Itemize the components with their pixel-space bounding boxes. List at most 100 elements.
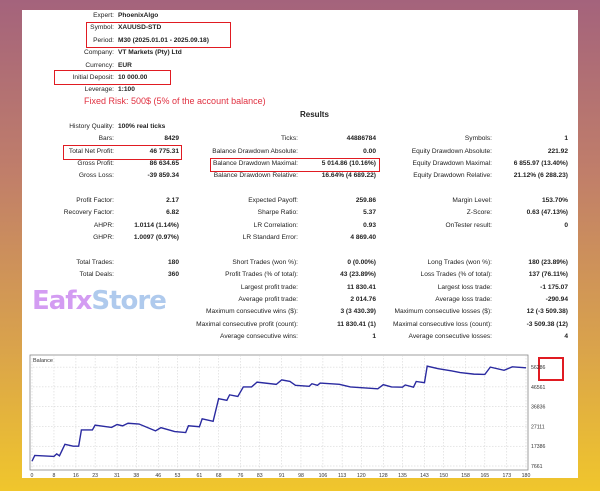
header-value: VT Markets (Pty) Ltd <box>118 49 182 57</box>
highlight-top-balance-tick <box>538 357 564 381</box>
x-tick-label: 38 <box>133 473 139 479</box>
result-label: Z-Score: <box>466 209 492 217</box>
x-tick-label: 135 <box>398 473 407 479</box>
result-value: -1 175.07 <box>540 283 568 291</box>
result-label: LR Correlation: <box>253 221 298 229</box>
header-value: EUR <box>118 61 132 69</box>
result-label: Maximum consecutive losses ($): <box>394 308 492 316</box>
result-label: AHPR: <box>93 221 114 229</box>
x-tick-label: 83 <box>257 473 263 479</box>
result-value: 1 <box>564 135 568 143</box>
result-value: 6 855.97 (13.40%) <box>513 160 568 168</box>
result-value: 12 (-3 509.38) <box>526 308 568 316</box>
result-value: -39 859.34 <box>147 172 179 180</box>
result-label: Profit Trades (% of total): <box>225 271 298 279</box>
highlight-total-net-profit <box>63 145 182 160</box>
result-value: 180 <box>167 258 179 266</box>
y-tick-label: 46561 <box>531 385 546 391</box>
header-value: XAUUSD-STD <box>118 24 162 32</box>
result-label: History Quality: <box>69 123 114 130</box>
result-label: Recovery Factor: <box>63 209 114 217</box>
result-value: 1 <box>372 332 376 340</box>
x-tick-label: 150 <box>439 473 448 479</box>
result-label: Largest loss trade: <box>437 283 492 291</box>
result-value: 4 869.40 <box>350 234 376 242</box>
y-tick-label: 27111 <box>531 424 545 430</box>
result-value: 4 <box>564 332 568 340</box>
highlight-balance-drawdown-maximal <box>210 158 380 172</box>
result-label: Average loss trade: <box>435 295 492 303</box>
result-label: Gross Profit: <box>77 160 114 168</box>
result-label: Largest profit trade: <box>240 283 298 291</box>
x-tick-label: 16 <box>73 473 79 479</box>
x-tick-label: 143 <box>420 473 429 479</box>
header-value: 10 000.00 <box>118 74 148 81</box>
result-value: 2 014.76 <box>350 295 376 303</box>
header-label: Initial Deposit: <box>72 74 114 81</box>
result-value: 5.37 <box>363 209 376 217</box>
result-value: 86 634.65 <box>149 160 179 168</box>
result-value: 0.00 <box>363 147 376 155</box>
x-tick-label: 31 <box>114 473 120 479</box>
balance-line <box>31 365 527 462</box>
x-tick-label: 128 <box>379 473 388 479</box>
result-label: Sharpe Ratio: <box>257 209 298 217</box>
y-tick-label: 7661 <box>531 464 543 470</box>
x-tick-label: 158 <box>461 473 470 479</box>
result-value: 46 775.31 <box>149 147 179 155</box>
result-value: 11 830.41 (1) <box>337 320 376 328</box>
y-tick-label: 36836 <box>531 405 546 411</box>
header-label: Symbol: <box>90 24 114 32</box>
result-value: 153.70% <box>541 197 568 205</box>
result-value: 16.64% (4 689.22) <box>321 172 376 180</box>
result-label: Equity Drawdown Relative: <box>413 172 492 180</box>
result-value: 43 (23.89%) <box>340 271 376 279</box>
header-label: Company: <box>83 49 114 57</box>
result-label: LR Standard Error: <box>242 234 298 242</box>
result-label: Balance Drawdown Relative: <box>213 172 298 180</box>
result-label: Average consecutive losses: <box>408 332 492 340</box>
result-value: 11 830.41 <box>347 283 376 291</box>
x-tick-label: 165 <box>481 473 490 479</box>
result-label: Total Trades: <box>76 258 114 266</box>
result-label: Symbols: <box>464 135 492 143</box>
result-value: 8429 <box>164 135 179 143</box>
x-tick-label: 76 <box>238 473 244 479</box>
risk-note: Fixed Risk: 500$ (5% of the account bala… <box>84 96 266 106</box>
result-label: Equity Drawdown Absolute: <box>411 147 492 155</box>
result-value: 259.86 <box>355 197 376 205</box>
y-tick-label: 17386 <box>531 444 546 450</box>
result-value: 44886784 <box>346 135 376 143</box>
result-value: 0 (0.00%) <box>347 258 376 266</box>
header-value: 1:100 <box>118 86 135 94</box>
highlight-symbol-period <box>86 22 231 48</box>
result-value: 0.93 <box>363 221 376 229</box>
result-label: Total Net Profit: <box>68 147 114 155</box>
result-label: Balance Drawdown Absolute: <box>212 147 298 155</box>
result-label: Ticks: <box>281 135 298 143</box>
header-label: Leverage: <box>84 86 114 94</box>
result-value: 2.17 <box>166 197 179 205</box>
x-tick-label: 120 <box>357 473 366 479</box>
result-value: 221.92 <box>547 147 568 155</box>
highlight-initial-deposit <box>54 70 171 85</box>
watermark-text-b: Store <box>91 286 166 316</box>
result-value: -290.94 <box>545 295 568 303</box>
result-label: Bars: <box>98 135 114 143</box>
result-label: Balance Drawdown Maximal: <box>212 160 298 168</box>
x-tick-label: 23 <box>92 473 98 479</box>
result-label: Profit Factor: <box>76 197 114 205</box>
chart-title: Balance <box>33 358 53 364</box>
result-label: Average profit trade: <box>238 295 298 303</box>
result-value: 137 (76.11%) <box>528 271 568 279</box>
y-tick-label: 56286 <box>531 365 546 371</box>
x-tick-label: 0 <box>31 473 34 479</box>
result-label: Gross Loss: <box>78 172 114 180</box>
result-value: 5 014.86 (10.16%) <box>321 160 376 168</box>
x-tick-label: 173 <box>502 473 511 479</box>
result-value: 6.82 <box>166 209 179 217</box>
x-tick-label: 68 <box>216 473 222 479</box>
result-label: OnTester result: <box>445 221 492 229</box>
x-tick-label: 46 <box>155 473 161 479</box>
result-label: Short Trades (won %): <box>232 258 298 266</box>
